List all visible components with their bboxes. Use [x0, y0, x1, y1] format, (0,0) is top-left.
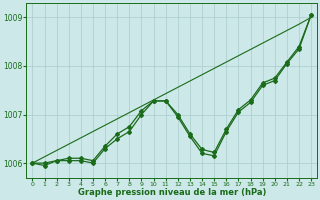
X-axis label: Graphe pression niveau de la mer (hPa): Graphe pression niveau de la mer (hPa)	[77, 188, 266, 197]
